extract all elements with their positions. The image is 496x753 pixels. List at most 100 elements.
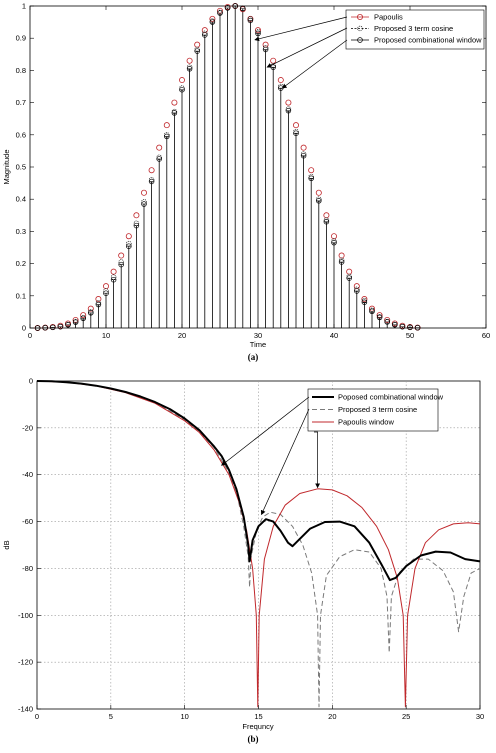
marker-papoulis-46 xyxy=(376,312,383,319)
marker-cosine3-40 xyxy=(331,238,337,244)
panel-a-legend-box xyxy=(345,9,485,50)
y-tick-label-0.2: 0.2 xyxy=(16,259,26,268)
marker-papoulis-6 xyxy=(72,316,79,323)
annotation-arrow-1 xyxy=(260,408,310,516)
marker-cosine3-21 xyxy=(186,64,193,70)
panel-b-x-ticks: 0 5 10 15 20 25 30 xyxy=(35,705,484,721)
legend-label-0: Poposed combinational window xyxy=(338,393,444,402)
y-tick-label--100: -100 xyxy=(18,611,33,620)
marker-cosine3-10 xyxy=(103,288,109,294)
annotation-arrow-2 xyxy=(314,431,321,489)
y-tick-label--40: -40 xyxy=(22,470,33,479)
marker-papoulis-33 xyxy=(277,77,284,84)
marker-papoulis-17 xyxy=(156,144,163,151)
marker-cosine3-17 xyxy=(156,154,162,161)
panel-a-label: (a) xyxy=(248,352,259,362)
marker-papoulis-37 xyxy=(308,167,315,174)
marker-papoulis-34 xyxy=(285,99,292,106)
marker-cosine3-30 xyxy=(255,29,261,35)
marker-cosine3-37 xyxy=(308,173,314,180)
marker-papoulis-35 xyxy=(292,122,299,129)
x-tick-label-40: 40 xyxy=(330,331,338,340)
marker-papoulis-12 xyxy=(118,252,125,259)
panel-a-y-ticks: 0 0.1 0.2 0.3 0.4 0.5 0.6 0.7 0.8 0.9 1 xyxy=(16,2,486,333)
marker-papoulis-9 xyxy=(95,296,102,303)
marker-cosine3-20 xyxy=(179,85,185,91)
x-tick-label-15: 15 xyxy=(254,712,262,721)
legend-label-1: Proposed 3 term cosine xyxy=(338,405,417,414)
marker-cosine3-42 xyxy=(346,273,352,280)
panel-a-stems xyxy=(44,6,419,328)
marker-papoulis-5 xyxy=(65,320,72,327)
legend-swatch-marker-2 xyxy=(357,37,363,43)
panel-b-annotation-arrows xyxy=(221,396,321,516)
marker-papoulis-48 xyxy=(391,320,398,327)
annotation-arrow-0 xyxy=(254,16,348,42)
marker-papoulis-38 xyxy=(315,189,322,196)
legend-label-1: Proposed 3 term cosine xyxy=(374,24,453,33)
marker-cosine3-36 xyxy=(300,151,307,157)
marker-papoulis-18 xyxy=(163,122,170,129)
x-tick-label-20: 20 xyxy=(328,712,336,721)
marker-papoulis-25 xyxy=(216,7,223,14)
annotation-arrow-1 xyxy=(266,27,348,68)
panel-a: 0 10 20 30 40 50 60 00.10.20.30.40.50.60.70.80… xyxy=(2,2,490,363)
marker-papoulis-8 xyxy=(87,305,94,312)
panel-b-lines xyxy=(36,380,481,708)
marker-cosine3-22 xyxy=(194,46,200,53)
y-tick-label-1: 1 xyxy=(22,2,26,11)
x-tick-label-10: 10 xyxy=(102,331,110,340)
x-tick-label-60: 60 xyxy=(482,331,490,340)
y-tick-label-0.7: 0.7 xyxy=(16,98,26,107)
marker-cosine3-41 xyxy=(338,257,345,264)
marker-cosine3-34 xyxy=(285,106,292,112)
marker-cosine3-31 xyxy=(262,45,269,51)
marker-cosine3-14 xyxy=(133,220,140,227)
marker-papoulis-24 xyxy=(209,15,216,22)
x-tick-label-50: 50 xyxy=(406,331,414,340)
marker-papoulis-30 xyxy=(254,27,261,34)
panel-b-y-axis-title: dB xyxy=(2,540,11,549)
panel-a-annotation-arrows xyxy=(254,16,348,89)
y-tick-label--120: -120 xyxy=(18,658,33,667)
marker-cosine3-18 xyxy=(164,132,170,138)
y-tick-label-0.6: 0.6 xyxy=(16,130,26,139)
marker-papoulis-13 xyxy=(125,233,132,240)
marker-papoulis-47 xyxy=(384,316,391,323)
marker-cosine3-13 xyxy=(126,240,132,247)
marker-cosine3-12 xyxy=(118,259,124,265)
panel-a-legend: Papoulis Proposed 3 term cosine Proposed c… xyxy=(345,9,485,50)
panel-b-x-axis-title: Frequncy xyxy=(242,722,274,731)
marker-cosine3-23 xyxy=(202,30,208,37)
marker-cosine3-39 xyxy=(323,217,330,223)
marker-cosine3-11 xyxy=(110,274,117,280)
panel-a-x-ticks: 0 10 20 30 40 50 60 xyxy=(28,6,490,340)
series-line-0 xyxy=(36,380,481,582)
marker-papoulis-7 xyxy=(80,312,87,319)
marker-papoulis-15 xyxy=(140,189,147,196)
marker-papoulis-36 xyxy=(300,144,307,151)
panel-a-x-axis-title: Time xyxy=(250,340,266,349)
y-tick-label-0.8: 0.8 xyxy=(16,66,26,75)
legend-label-2: Proposed combinational window xyxy=(374,36,482,45)
legend-swatch-marker-1 xyxy=(357,25,363,32)
y-tick-label--20: -20 xyxy=(22,423,33,432)
x-tick-label-20: 20 xyxy=(178,331,186,340)
x-tick-label-30: 30 xyxy=(476,712,484,721)
series-line-2 xyxy=(36,380,481,708)
marker-papoulis-11 xyxy=(110,268,117,275)
y-tick-label-0.9: 0.9 xyxy=(16,34,26,43)
marker-papoulis-19 xyxy=(171,99,178,106)
marker-cosine3-15 xyxy=(141,199,147,205)
annotation-arrow-0 xyxy=(221,396,310,466)
x-tick-label-0: 0 xyxy=(28,331,32,340)
y-tick-label-0.3: 0.3 xyxy=(16,227,26,236)
marker-papoulis-14 xyxy=(133,212,140,219)
legend-swatch-marker-0 xyxy=(356,13,363,20)
y-tick-label--60: -60 xyxy=(22,517,33,526)
marker-papoulis-16 xyxy=(148,167,155,174)
panel-b: 0 5 10 15 20 25 30 0 -20 -40 -60 -80 -100 -120 -140 F… xyxy=(2,377,484,745)
annotation-arrow-2 xyxy=(281,39,348,89)
